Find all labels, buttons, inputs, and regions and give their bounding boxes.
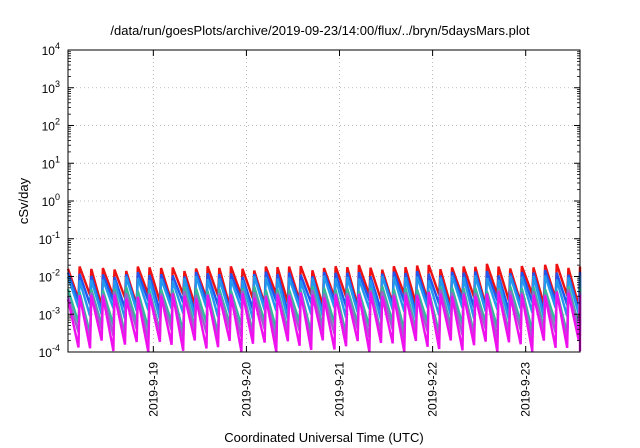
y-axis: 10-4 10-3 10-2 10-1 100 101 102 103 104 [39,41,580,360]
y-tick-label: 104 [42,41,60,58]
y-tick-label: 10-4 [39,343,60,360]
y-tick-label: 10-1 [39,230,60,247]
y-tick-label: 100 [42,192,60,209]
x-axis: 2019-9-19 2019-9-20 2019-9-21 2019-9-22 2019… [146,50,533,417]
y-tick-label: 10-3 [39,305,60,322]
series-line-1 [66,269,582,313]
y-tick-label: 102 [42,117,60,134]
series-line-5 [66,291,582,353]
y-tick-label: 10-2 [39,268,60,285]
x-tick-label: 2019-9-23 [519,362,533,417]
x-tick-label: 2019-9-21 [333,362,347,417]
y-tick-label: 101 [42,154,60,171]
chart-title: /data/run/goesPlots/archive/2019-09-23/1… [110,23,530,38]
y-tick-label: 103 [42,79,60,96]
y-axis-label: cSv/day [16,177,31,224]
series-line-0 [66,263,582,307]
x-tick-label: 2019-9-22 [426,362,440,417]
x-tick-label: 2019-9-19 [146,362,160,417]
series-group [66,263,582,353]
x-tick-label: 2019-9-20 [239,362,253,417]
x-axis-label: Coordinated Universal Time (UTC) [224,430,423,445]
series-line-2 [66,275,582,321]
